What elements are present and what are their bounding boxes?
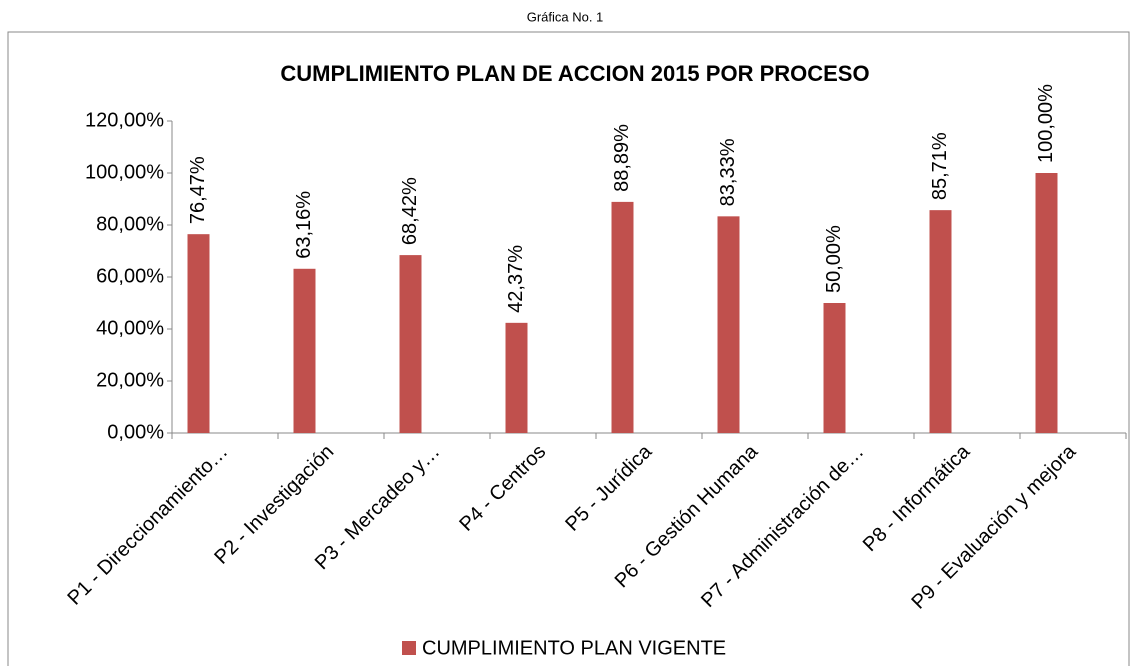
value-label: 100,00% <box>1035 84 1057 163</box>
bar <box>823 303 846 433</box>
value-label: 68,42% <box>399 177 421 245</box>
chart-title: CUMPLIMIENTO PLAN DE ACCION 2015 POR PRO… <box>280 61 869 86</box>
legend-label: CUMPLIMIENTO PLAN VIGENTE <box>422 637 726 659</box>
y-tick-label: 40,00% <box>96 317 164 339</box>
y-tick-label: 100,00% <box>85 161 164 183</box>
bar <box>1035 173 1058 433</box>
bar <box>293 268 316 433</box>
y-tick-label: 60,00% <box>96 265 164 287</box>
value-label: 76,47% <box>187 156 209 224</box>
caption: Gráfica No. 1 <box>527 9 604 24</box>
value-label: 88,89% <box>611 124 633 192</box>
bar <box>611 201 634 433</box>
value-label: 42,37% <box>505 245 527 313</box>
y-tick-label: 20,00% <box>96 369 164 391</box>
bar <box>505 322 528 433</box>
y-tick-label: 0,00% <box>107 421 164 443</box>
bar <box>187 234 210 433</box>
value-label: 83,33% <box>717 138 739 206</box>
legend-swatch <box>402 641 416 655</box>
y-tick-label: 120,00% <box>85 109 164 131</box>
value-label: 63,16% <box>293 191 315 259</box>
value-label: 85,71% <box>929 132 951 200</box>
y-tick-label: 80,00% <box>96 213 164 235</box>
bar <box>717 216 740 433</box>
bar <box>399 255 422 433</box>
bar <box>929 210 952 433</box>
value-label: 50,00% <box>823 225 845 293</box>
